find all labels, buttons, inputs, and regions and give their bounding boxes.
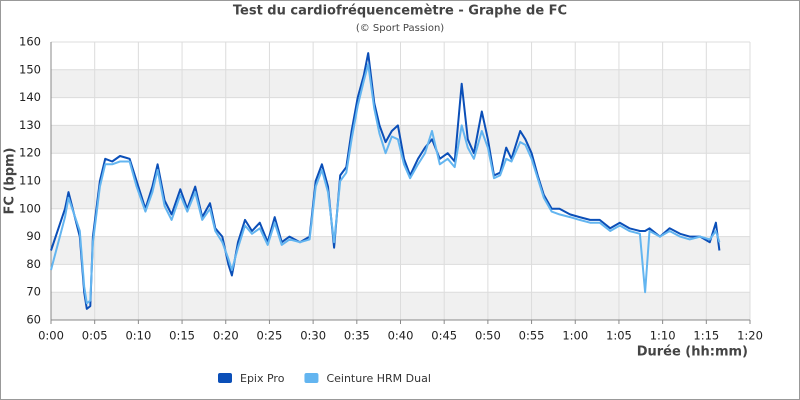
- chart-title: Test du cardiofréquencemètre - Graphe de…: [233, 4, 567, 19]
- x-tick-label: 0:50: [475, 329, 501, 343]
- y-tick-label: 140: [19, 90, 41, 104]
- y-axis-title: FC (bpm): [3, 148, 18, 215]
- x-tick-label: 1:15: [693, 329, 719, 343]
- x-tick-label: 0:10: [125, 329, 151, 343]
- x-tick-label: 1:05: [606, 329, 632, 343]
- y-tick-label: 120: [19, 146, 41, 160]
- x-tick-label: 1:10: [650, 329, 676, 343]
- y-tick-label: 70: [26, 285, 41, 299]
- y-tick-label: 80: [26, 257, 41, 271]
- legend-swatch: [304, 373, 319, 383]
- x-tick-label: 1:20: [737, 329, 763, 343]
- x-tick-label: 0:25: [257, 329, 283, 343]
- x-tick-label: 0:55: [519, 329, 545, 343]
- x-tick-label: 0:00: [38, 329, 64, 343]
- x-tick-label: 0:20: [213, 329, 239, 343]
- y-tick-label: 60: [26, 313, 41, 327]
- y-tick-label: 100: [19, 201, 41, 215]
- y-tick-label: 130: [19, 118, 41, 132]
- legend-swatch: [218, 373, 232, 383]
- y-tick-label: 110: [19, 174, 41, 188]
- x-tick-label: 0:45: [431, 329, 457, 343]
- y-tick-label: 90: [26, 229, 41, 243]
- x-tick-label: 1:00: [562, 329, 588, 343]
- data-line: [50, 52, 721, 310]
- y-tick-label: 160: [19, 35, 41, 49]
- legend-label: Ceinture HRM Dual: [326, 372, 430, 385]
- x-tick-label: 0:15: [169, 329, 195, 343]
- y-tick-label: 150: [19, 62, 41, 76]
- data-line: [50, 63, 721, 305]
- x-axis-title: Durée (hh:mm): [637, 345, 748, 360]
- legend-label: Epix Pro: [240, 372, 285, 385]
- x-tick-label: 0:05: [82, 329, 108, 343]
- x-tick-label: 0:40: [388, 329, 414, 343]
- x-tick-label: 0:30: [300, 329, 326, 343]
- chart-subtitle: (© Sport Passion): [356, 23, 444, 34]
- x-tick-label: 0:35: [344, 329, 370, 343]
